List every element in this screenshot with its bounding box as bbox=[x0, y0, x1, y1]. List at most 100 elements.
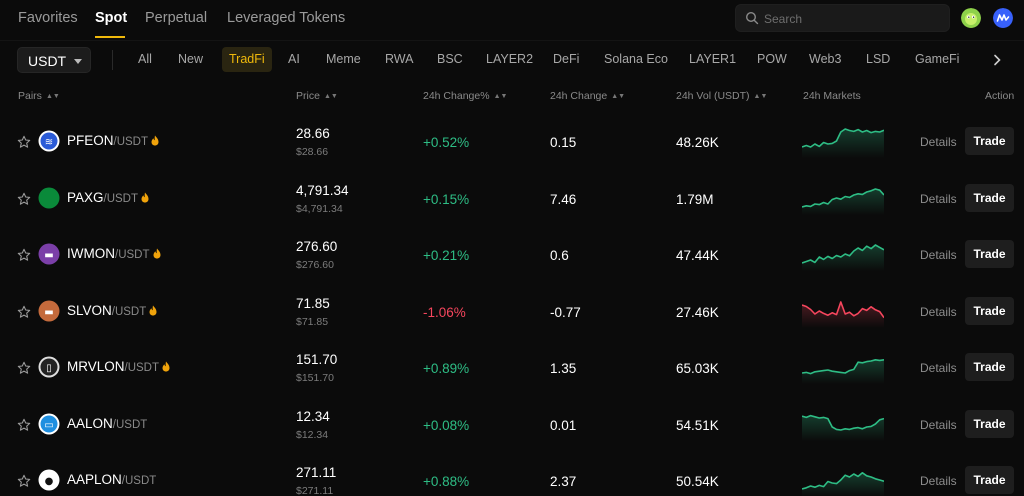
category-meme[interactable]: Meme bbox=[326, 52, 361, 66]
table-row[interactable]: ▬ SLVON/USDT 71.85 $71.85 -1.06% -0.77 27.46K D… bbox=[0, 283, 1024, 339]
column-header-change[interactable]: 24h Change ▲▼ bbox=[550, 90, 625, 102]
category-ai[interactable]: AI bbox=[288, 52, 300, 66]
tab-spot[interactable]: Spot bbox=[95, 10, 128, 26]
category-pow[interactable]: POW bbox=[757, 52, 787, 66]
category-rwa[interactable]: RWA bbox=[385, 52, 414, 66]
trade-button[interactable]: Trade bbox=[965, 127, 1014, 155]
column-header-price[interactable]: Price ▲▼ bbox=[296, 90, 338, 102]
trade-button[interactable]: Trade bbox=[965, 353, 1014, 381]
change-percent: +0.15% bbox=[423, 192, 470, 207]
table-row[interactable]: ▭ AALON/USDT 12.34 $12.34 +0.08% 0.01 54.51K De… bbox=[0, 396, 1024, 452]
pair-quote: /USDT bbox=[113, 136, 149, 148]
search-input[interactable] bbox=[764, 9, 944, 29]
table-row[interactable]: ▬ IWMON/USDT 276.60 $276.60 +0.21% 0.6 47.44K D… bbox=[0, 226, 1024, 282]
trade-button[interactable]: Trade bbox=[965, 466, 1014, 494]
aaplon-coin-icon: ● bbox=[38, 469, 60, 491]
tab-leveraged-tokens[interactable]: Leveraged Tokens bbox=[227, 10, 346, 26]
change-amount: 2.37 bbox=[550, 474, 577, 489]
sort-icon: ▲▼ bbox=[753, 93, 768, 100]
column-header-volume[interactable]: 24h Vol (USDT) ▲▼ bbox=[676, 90, 767, 102]
trade-button[interactable]: Trade bbox=[965, 240, 1014, 268]
change-percent: +0.52% bbox=[423, 135, 470, 150]
last-price: 271.11 bbox=[296, 465, 337, 480]
pair-base: MRVLON bbox=[67, 359, 125, 374]
quote-currency-label: USDT bbox=[28, 53, 67, 69]
category-defi[interactable]: DeFi bbox=[553, 52, 580, 66]
pair-name[interactable]: PAXG/USDT bbox=[67, 190, 149, 205]
table-row[interactable]: ● AAPLON/USDT 271.11 $271.11 +0.88% 2.37 50.54… bbox=[0, 452, 1024, 496]
category-tradfi[interactable]: TradFi bbox=[222, 47, 272, 72]
mrvlon-coin-icon: ▯ bbox=[38, 356, 60, 378]
svg-text:≋: ≋ bbox=[45, 137, 53, 148]
pair-name[interactable]: AALON/USDT bbox=[67, 416, 147, 431]
favorite-star-icon[interactable] bbox=[17, 135, 31, 149]
pair-name[interactable]: AAPLON/USDT bbox=[67, 472, 156, 487]
favorite-star-icon[interactable] bbox=[17, 305, 31, 319]
column-header-pairs[interactable]: Pairs ▲▼ bbox=[18, 90, 60, 102]
last-price: 28.66 bbox=[296, 126, 330, 141]
aalon-coin-icon: ▭ bbox=[38, 413, 60, 435]
sparkline-area bbox=[802, 359, 884, 384]
coinmarketcap-icon[interactable] bbox=[993, 8, 1013, 28]
search-box[interactable] bbox=[735, 4, 950, 32]
trade-button[interactable]: Trade bbox=[965, 410, 1014, 438]
sparkline-line bbox=[802, 359, 884, 375]
category-web3[interactable]: Web3 bbox=[809, 52, 842, 66]
paxg-coin-icon bbox=[38, 187, 60, 209]
sparkline-area bbox=[802, 245, 884, 271]
category-layer1[interactable]: LAYER1 bbox=[689, 52, 737, 66]
price-usd: $71.85 bbox=[296, 316, 329, 328]
category-lsd[interactable]: LSD bbox=[866, 52, 891, 66]
column-header-markets: 24h Markets bbox=[803, 90, 861, 102]
active-tab-indicator bbox=[95, 36, 125, 38]
pair-base: PAXG bbox=[67, 190, 104, 205]
tab-perpetual[interactable]: Perpetual bbox=[145, 10, 208, 26]
favorite-star-icon[interactable] bbox=[17, 418, 31, 432]
category-gamefi[interactable]: GameFi bbox=[915, 52, 960, 66]
table-header: Pairs ▲▼ Price ▲▼ 24h Change% ▲▼ 24h Change… bbox=[0, 82, 1024, 110]
sparkline-area bbox=[802, 189, 884, 215]
divider bbox=[112, 50, 113, 70]
sparkline-line bbox=[802, 301, 884, 319]
sort-icon: ▲▼ bbox=[611, 93, 626, 100]
category-all[interactable]: All bbox=[138, 52, 152, 66]
details-link[interactable]: Details bbox=[920, 248, 957, 262]
trade-button[interactable]: Trade bbox=[965, 184, 1014, 212]
quote-currency-select[interactable]: USDT bbox=[17, 47, 91, 73]
details-link[interactable]: Details bbox=[920, 361, 957, 375]
details-link[interactable]: Details bbox=[920, 192, 957, 206]
sparkline-area bbox=[802, 129, 884, 158]
pair-name[interactable]: SLVON/USDT bbox=[67, 303, 157, 318]
pair-name[interactable]: MRVLON/USDT bbox=[67, 359, 170, 374]
trade-button[interactable]: Trade bbox=[965, 297, 1014, 325]
details-link[interactable]: Details bbox=[920, 418, 957, 432]
column-header-change-pct[interactable]: 24h Change% ▲▼ bbox=[423, 90, 507, 102]
details-link[interactable]: Details bbox=[920, 305, 957, 319]
table-row[interactable]: ≋ PFEON/USDT 28.66 $28.66 +0.52% 0.15 48.26K De… bbox=[0, 113, 1024, 169]
details-link[interactable]: Details bbox=[920, 474, 957, 488]
pair-name[interactable]: PFEON/USDT bbox=[67, 133, 159, 148]
favorite-star-icon[interactable] bbox=[17, 192, 31, 206]
category-bsc[interactable]: BSC bbox=[437, 52, 463, 66]
category-layer2[interactable]: LAYER2 bbox=[486, 52, 534, 66]
table-row[interactable]: ▯ MRVLON/USDT 151.70 $151.70 +0.89% 1.35 65.03… bbox=[0, 339, 1024, 395]
category-solana-eco[interactable]: Solana Eco bbox=[604, 52, 668, 66]
favorite-star-icon[interactable] bbox=[17, 474, 31, 488]
chevron-right-icon[interactable] bbox=[990, 53, 1004, 67]
favorite-star-icon[interactable] bbox=[17, 248, 31, 262]
sparkline-chart bbox=[802, 301, 884, 328]
category-new[interactable]: New bbox=[178, 52, 204, 66]
table-row[interactable]: PAXG/USDT 4,791.34 $4,791.34 +0.15% 7.46 1.79… bbox=[0, 170, 1024, 226]
pair-name[interactable]: IWMON/USDT bbox=[67, 246, 161, 261]
user-avatar-icon[interactable] bbox=[961, 8, 981, 28]
sparkline-chart bbox=[802, 472, 884, 496]
category-filter-bar: USDT All New TradFi AI Meme RWA BSC LAYE… bbox=[0, 40, 1024, 78]
search-icon bbox=[745, 11, 759, 25]
slvon-coin-icon: ▬ bbox=[38, 300, 60, 322]
hot-fire-icon bbox=[153, 248, 160, 259]
favorite-star-icon[interactable] bbox=[17, 361, 31, 375]
price-usd: $271.11 bbox=[296, 485, 334, 496]
details-link[interactable]: Details bbox=[920, 135, 957, 149]
tab-favorites[interactable]: Favorites bbox=[18, 10, 78, 26]
price-usd: $151.70 bbox=[296, 372, 334, 384]
